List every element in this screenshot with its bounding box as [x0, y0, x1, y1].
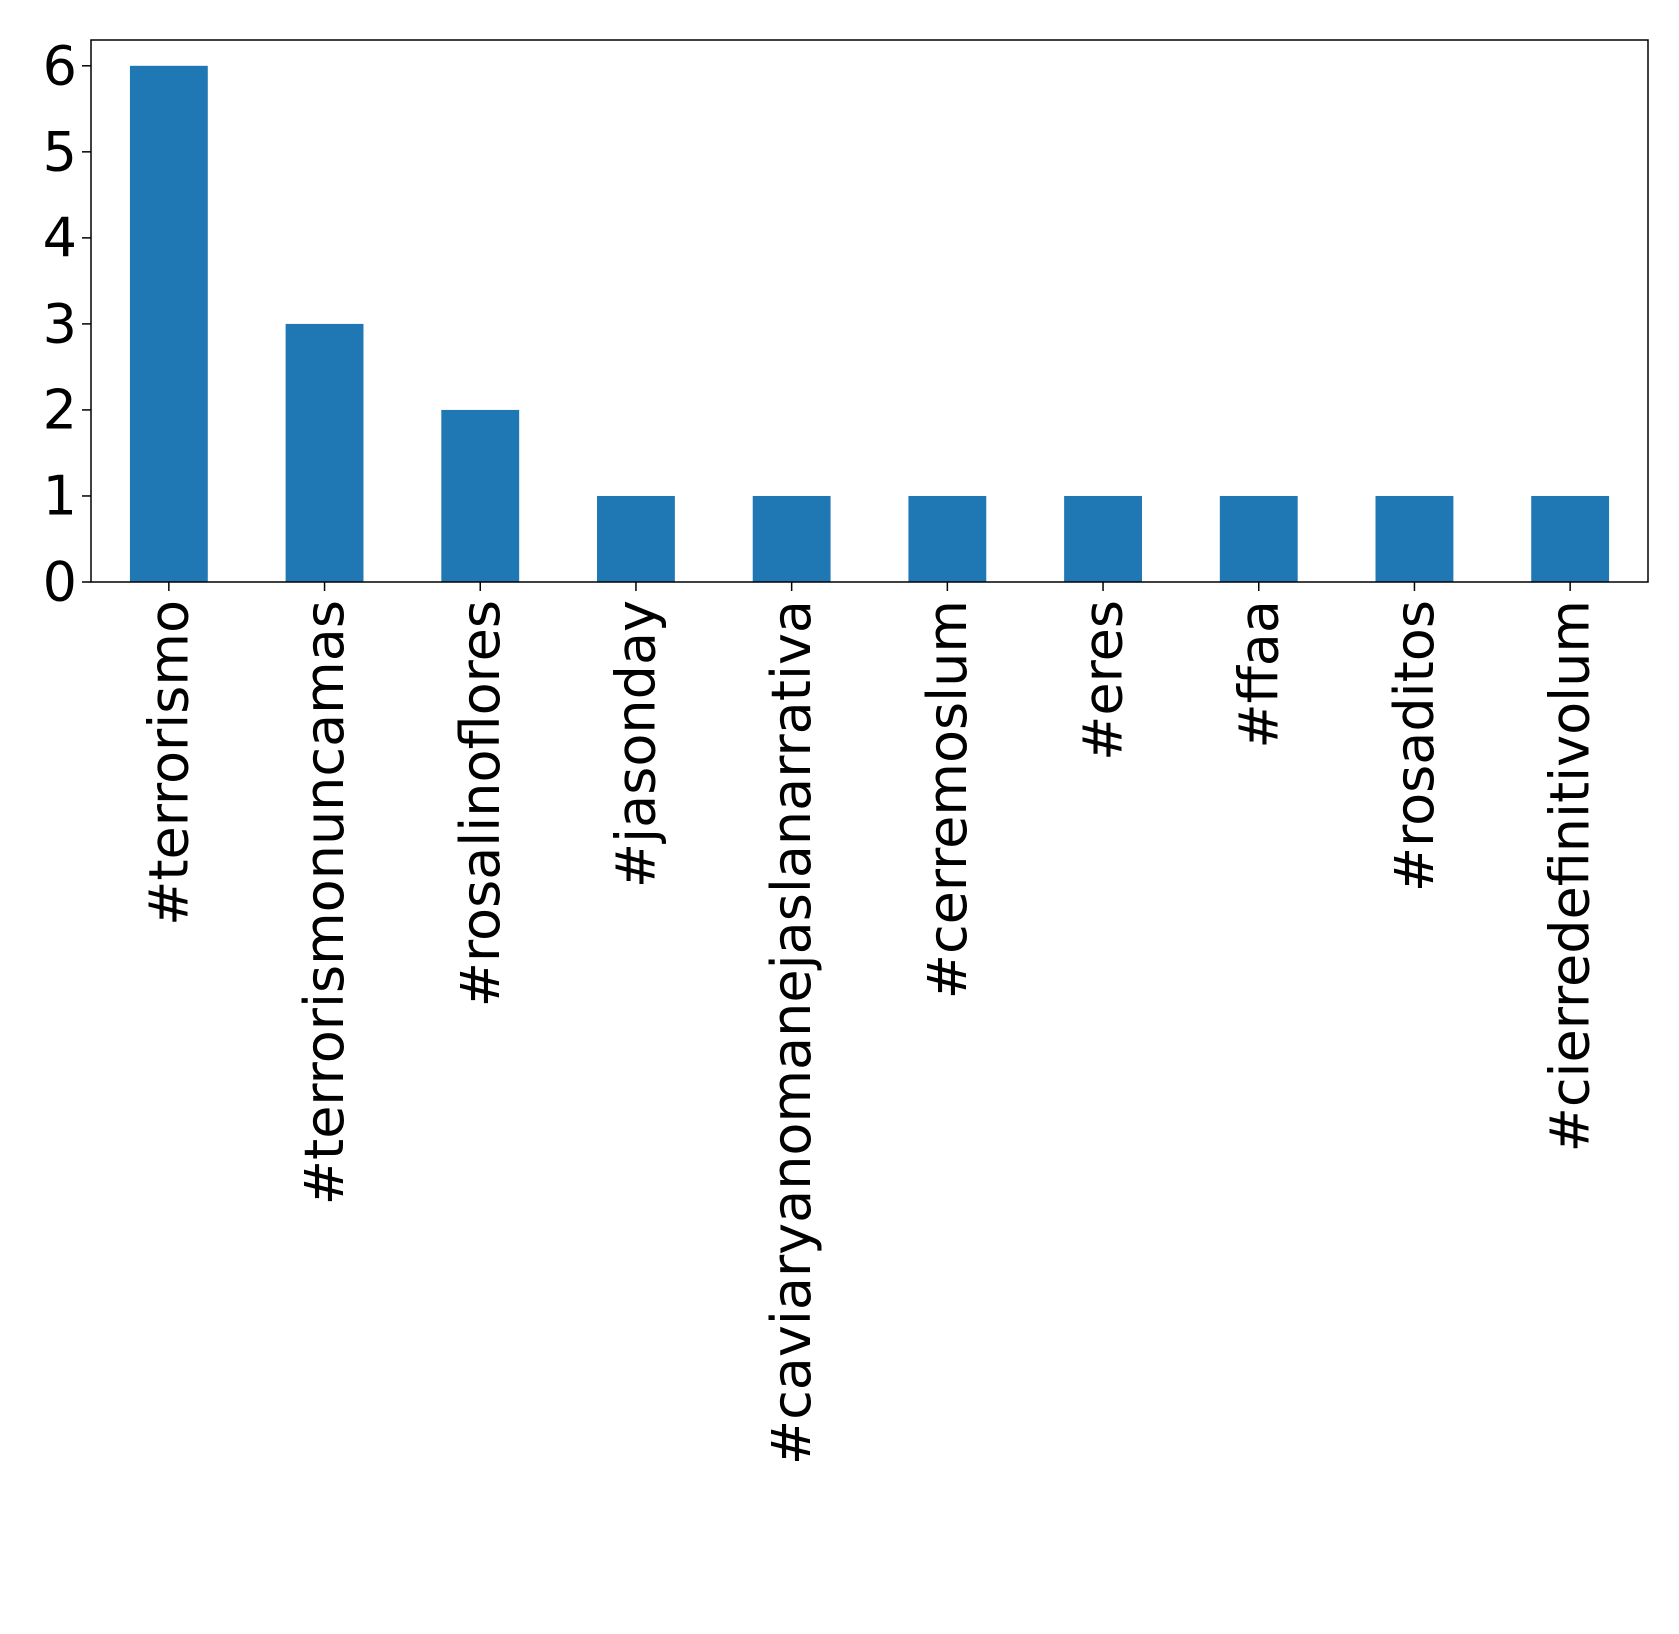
y-tick-label: 3	[43, 292, 77, 355]
x-tick-label: #cerremoslum	[916, 600, 979, 999]
bar	[1375, 495, 1454, 582]
y-tick-label: 1	[43, 464, 77, 527]
bar	[1064, 495, 1142, 582]
bar	[285, 323, 364, 582]
x-tick-label: #jasonday	[604, 600, 667, 888]
bar	[908, 495, 987, 582]
bars-layer	[129, 65, 1610, 582]
x-tick-label: #rosaditos	[1383, 600, 1446, 892]
bar	[1531, 495, 1610, 582]
bar	[597, 495, 675, 582]
plot-frame	[90, 39, 1649, 583]
x-axis: #terrorismo #terrorismonuncamas #rosalinof…	[137, 582, 1602, 1465]
y-tick-label: 4	[43, 206, 77, 269]
y-tick-label: 6	[43, 34, 77, 97]
y-tick-label: 2	[43, 378, 77, 441]
x-tick-label: #caviaryanomanejaslanarrativa	[760, 600, 823, 1465]
x-tick-label: #terrorismo	[137, 600, 200, 926]
x-tick-label: #rosalinoflores	[449, 600, 512, 1007]
bar	[752, 495, 831, 582]
x-tick-label: #cierredefinitivolum	[1539, 600, 1602, 1152]
bar	[441, 409, 520, 582]
x-tick-label: #terrorismonuncamas	[293, 600, 356, 1205]
x-tick-label: #ffaa	[1227, 600, 1290, 749]
y-tick-label: 5	[43, 120, 77, 183]
bar	[1219, 495, 1298, 582]
y-axis: 0 1 2 3 4 5 6	[43, 34, 91, 614]
x-tick-label: #eres	[1072, 600, 1135, 761]
bar	[129, 65, 208, 582]
y-tick-label: 0	[43, 551, 77, 614]
